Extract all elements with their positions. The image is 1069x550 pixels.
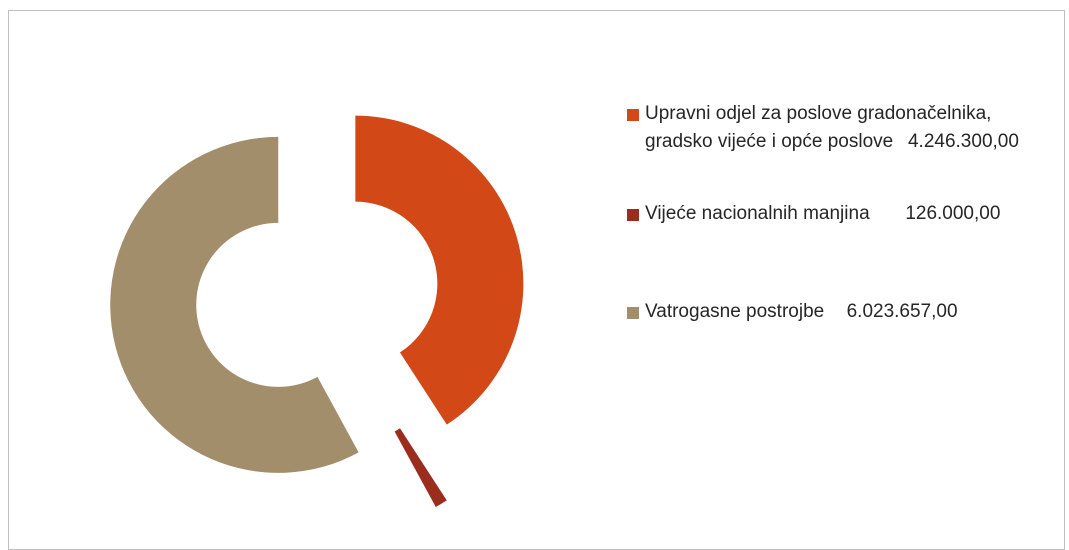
- legend-text: Upravni odjel za poslove gradonačelnika,…: [645, 100, 1047, 156]
- legend-text: Vijeće nacionalnih manjina 126.000,00: [645, 200, 1047, 228]
- legend-swatch: [627, 209, 639, 221]
- legend-label: Vatrogasne postrojbe: [645, 301, 825, 322]
- legend-swatch: [627, 307, 639, 319]
- legend-label: Upravni odjel za poslove gradonačelnika,…: [645, 103, 992, 152]
- legend-swatch: [627, 109, 639, 121]
- legend-label: Vijeće nacionalnih manjina: [645, 203, 870, 224]
- donut-slice: [110, 136, 359, 473]
- legend-value: 4.246.300,00: [907, 131, 1019, 152]
- legend-item: Vijeće nacionalnih manjina 126.000,00: [627, 200, 1047, 228]
- legend-text: Vatrogasne postrojbe 6.023.657,00: [645, 298, 1047, 326]
- legend-value: 126.000,00: [905, 203, 1001, 224]
- donut-area: [110, 115, 524, 507]
- donut-slice: [355, 115, 524, 425]
- donut-slice: [394, 428, 447, 507]
- legend-item: Upravni odjel za poslove gradonačelnika,…: [627, 100, 1047, 156]
- chart: Upravni odjel za poslove gradonačelnika,…: [8, 10, 1065, 550]
- legend-value: 6.023.657,00: [846, 301, 958, 322]
- legend-item: Vatrogasne postrojbe 6.023.657,00: [627, 298, 1047, 326]
